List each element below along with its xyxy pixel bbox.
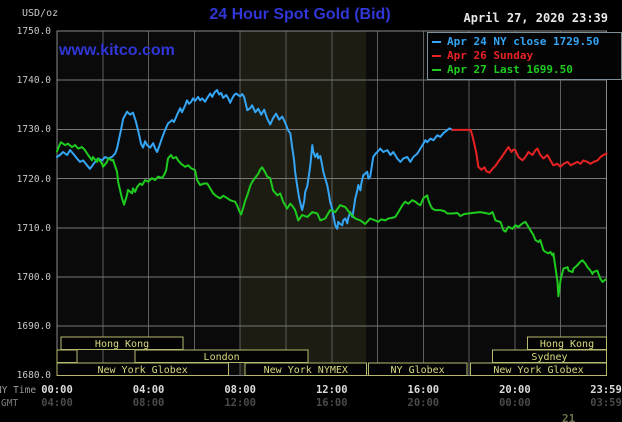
session-box-label: New York Globex bbox=[493, 365, 583, 376]
y-tick-label: 1750.0 bbox=[16, 26, 51, 37]
legend-item: Apr 27 Last 1699.50 bbox=[432, 63, 617, 77]
x-tick-label-gmt: 16:00 bbox=[315, 397, 348, 409]
legend-dash-icon bbox=[432, 69, 441, 71]
legend-dash-icon bbox=[432, 41, 441, 43]
x-tick-label-gmt: 03:59 bbox=[590, 397, 622, 409]
ny-time-axis-label: NY Time bbox=[0, 385, 37, 396]
y-tick-label: 1740.0 bbox=[16, 75, 51, 87]
session-box-label: NY Globex bbox=[391, 365, 445, 376]
partial-glyph: 21 bbox=[562, 412, 576, 422]
session-box bbox=[60, 336, 184, 350]
session-box bbox=[244, 362, 367, 376]
y-tick-label: 1720.0 bbox=[16, 173, 51, 185]
gmt-axis-label: GMT bbox=[1, 398, 19, 409]
y-tick-label: 1700.0 bbox=[16, 272, 51, 283]
legend-dash-icon bbox=[432, 55, 441, 57]
session-box bbox=[56, 362, 229, 376]
legend-label: Apr 27 Last 1699.50 bbox=[447, 63, 573, 76]
session-box-label: London bbox=[204, 352, 240, 363]
x-tick-label-ny: 08:00 bbox=[224, 384, 256, 396]
chart-datetime: April 27, 2020 23:39 bbox=[463, 11, 609, 25]
legend-label: Apr 24 NY close 1729.50 bbox=[447, 35, 600, 48]
x-tick-label-ny: 04:00 bbox=[132, 384, 165, 396]
x-tick-label-gmt: 08:00 bbox=[132, 397, 165, 409]
y-axis-unit-label: USD/oz bbox=[22, 8, 59, 19]
x-tick-label-ny: 16:00 bbox=[407, 384, 440, 396]
session-box-label: Hong Kong bbox=[540, 339, 594, 350]
session-box-label: Hong Kong bbox=[95, 339, 149, 350]
page-title: 24 Hour Spot Gold (Bid) bbox=[209, 6, 391, 23]
kitco-watermark-link[interactable]: www.kitco.com bbox=[59, 42, 175, 59]
x-tick-label-ny: 23:59 bbox=[590, 384, 622, 396]
price-line-apr-27-last bbox=[56, 141, 607, 298]
x-tick-label-gmt: 00:00 bbox=[499, 397, 531, 409]
y-tick-label: 1690.0 bbox=[16, 321, 51, 333]
legend-label: Apr 26 Sunday bbox=[447, 49, 534, 62]
price-line-apr-24-ny-close bbox=[56, 89, 454, 230]
session-box bbox=[56, 349, 78, 363]
x-tick-label-gmt: 20:00 bbox=[407, 397, 440, 409]
session-box-label: Sydney bbox=[531, 352, 567, 363]
x-tick-label-gmt: 04:00 bbox=[41, 397, 73, 409]
y-tick-label: 1680.0 bbox=[16, 370, 51, 382]
session-box-label: New York NYMEX bbox=[264, 365, 348, 376]
legend-item: Apr 26 Sunday bbox=[432, 49, 617, 63]
session-box-label: New York Globex bbox=[97, 365, 187, 376]
x-tick-label-ny: 00:00 bbox=[41, 384, 73, 396]
y-tick-label: 1710.0 bbox=[16, 222, 51, 234]
legend: Apr 24 NY close 1729.50 Apr 26 Sunday Apr … bbox=[427, 32, 622, 80]
legend-item: Apr 24 NY close 1729.50 bbox=[432, 35, 617, 49]
session-box bbox=[367, 362, 468, 376]
price-line-apr-26-sunday bbox=[451, 128, 608, 174]
x-tick-label-gmt: 12:00 bbox=[224, 397, 256, 409]
y-tick-label: 1730.0 bbox=[16, 124, 51, 136]
x-tick-label-ny: 12:00 bbox=[315, 384, 348, 396]
session-box bbox=[469, 362, 607, 376]
x-tick-label-ny: 20:00 bbox=[499, 384, 531, 396]
